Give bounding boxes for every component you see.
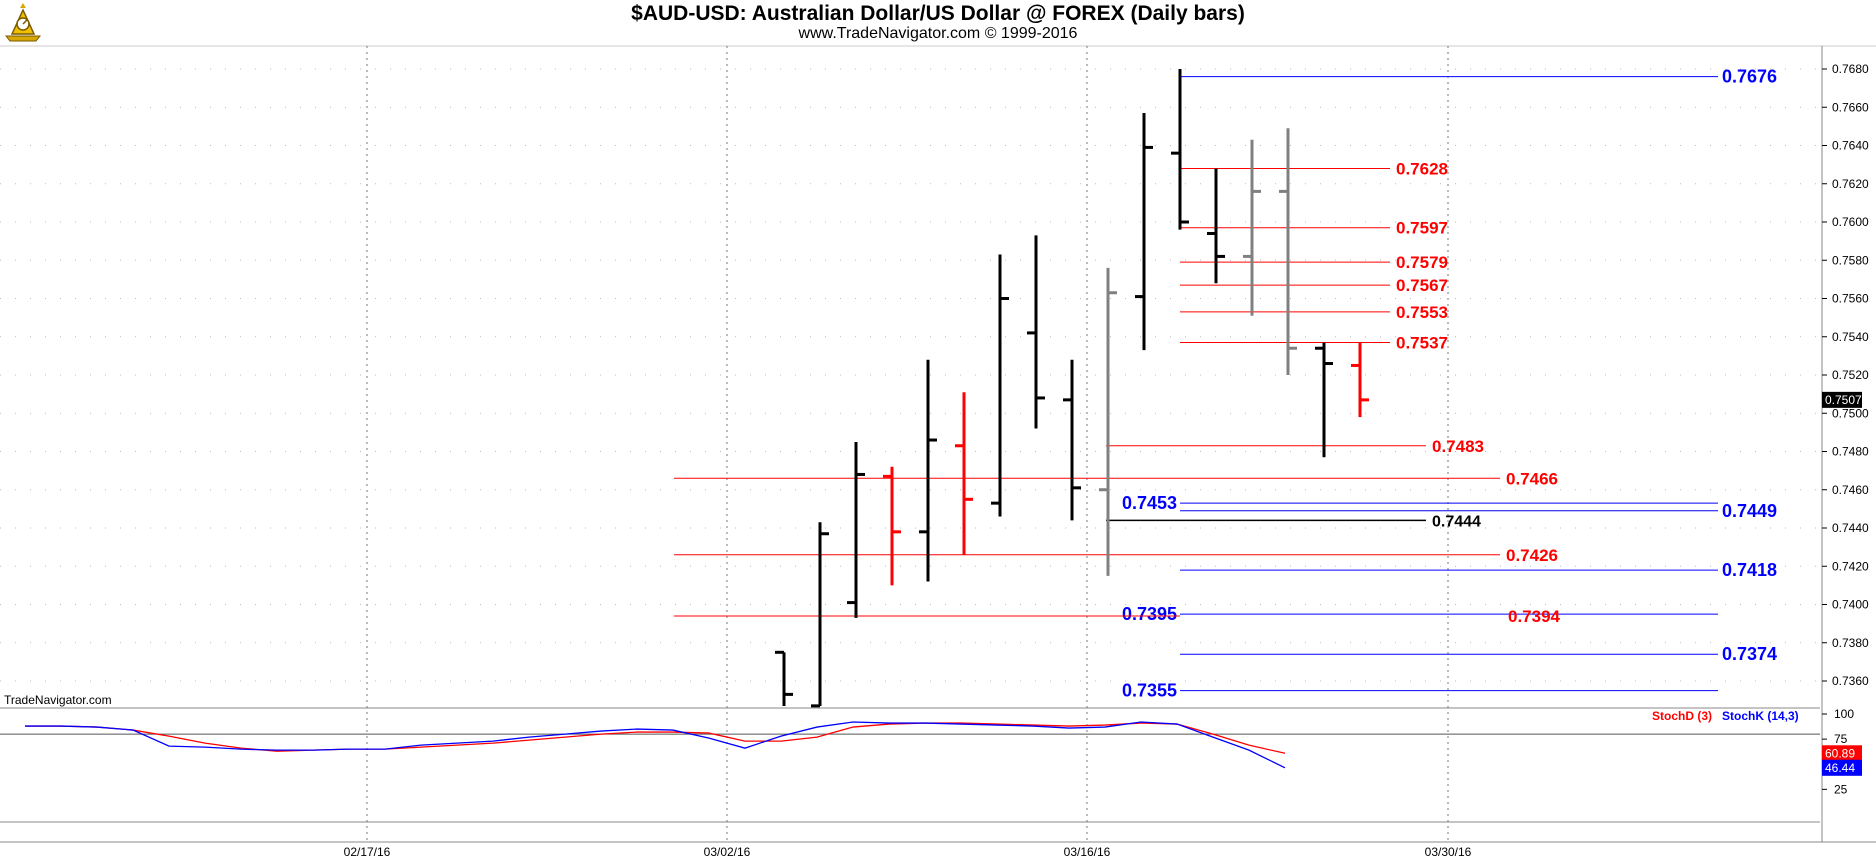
stoch-legend-blue: StochK (14,3) [1722,709,1799,723]
date-tick-label: 03/16/16 [1064,845,1111,859]
watermark-text: TradeNavigator.com [4,693,112,707]
stoch-legend-red: StochD (3) [1652,709,1712,723]
level-label-0.7453: 0.7453 [1122,493,1177,513]
level-label-0.7628: 0.7628 [1396,159,1448,178]
stoch-series-blue [25,721,1286,769]
price-tick-label: 0.7440 [1832,521,1869,535]
price-tick-label: 0.7560 [1832,292,1869,306]
level-label-0.7444: 0.7444 [1432,513,1481,530]
date-tick-label: 03/30/16 [1425,845,1472,859]
level-label-0.7449: 0.7449 [1722,501,1777,521]
chart-title: $AUD-USD: Australian Dollar/US Dollar @ … [631,2,1245,25]
date-tick-label: 02/17/16 [344,845,391,859]
level-label-0.7355: 0.7355 [1122,681,1177,701]
level-label-0.7374: 0.7374 [1722,644,1777,664]
price-tick-label: 0.7620 [1832,177,1869,191]
price-tick-label: 0.7360 [1832,674,1869,688]
stoch-tick-label: 25 [1834,782,1848,796]
price-tick-label: 0.7380 [1832,636,1869,650]
level-label-0.7418: 0.7418 [1722,560,1777,580]
stoch-last-box-red [1822,745,1862,762]
date-tick-label: 03/02/16 [704,845,751,859]
price-tick-label: 0.7640 [1832,139,1869,153]
price-tick-label: 0.7680 [1832,62,1869,76]
level-label-0.7466: 0.7466 [1506,469,1558,488]
chart-subtitle: www.TradeNavigator.com © 1999-2016 [798,25,1078,42]
price-tick-label: 0.7460 [1832,483,1869,497]
stoch-tick-label: 75 [1834,732,1848,746]
stoch-last-label-blue: 46.44 [1825,761,1855,775]
level-label-0.7537: 0.7537 [1396,333,1448,352]
chart-header: $AUD-USD: Australian Dollar/US Dollar @ … [0,0,1876,46]
stoch-last-label-red: 60.89 [1825,746,1855,760]
level-label-0.7394: 0.7394 [1508,607,1561,626]
level-label-0.7579: 0.7579 [1396,253,1448,272]
price-tick-label: 0.7500 [1832,406,1869,420]
stoch-last-box-blue [1822,759,1862,776]
plot-background [0,46,1820,706]
stoch-series-red [25,722,1286,754]
level-label-0.7676: 0.7676 [1722,67,1777,87]
level-label-0.7426: 0.7426 [1506,546,1558,565]
trade-navigator-logo-icon [2,2,44,44]
last-price-label: 0.7507 [1825,393,1862,407]
level-label-0.7553: 0.7553 [1396,303,1448,322]
price-tick-label: 0.7600 [1832,215,1869,229]
price-tick-label: 0.7520 [1832,368,1869,382]
last-price-box [1822,391,1862,408]
price-tick-label: 0.7480 [1832,445,1869,459]
level-label-0.7597: 0.7597 [1396,219,1448,238]
stoch-tick-label: 100 [1834,707,1854,721]
price-tick-label: 0.7660 [1832,100,1869,114]
level-label-0.7567: 0.7567 [1396,276,1448,295]
price-tick-label: 0.7420 [1832,559,1869,573]
level-label-0.7395: 0.7395 [1122,604,1177,624]
price-tick-label: 0.7580 [1832,253,1869,267]
level-label-0.7483: 0.7483 [1432,437,1484,456]
price-tick-label: 0.7400 [1832,598,1869,612]
price-tick-label: 0.7540 [1832,330,1869,344]
